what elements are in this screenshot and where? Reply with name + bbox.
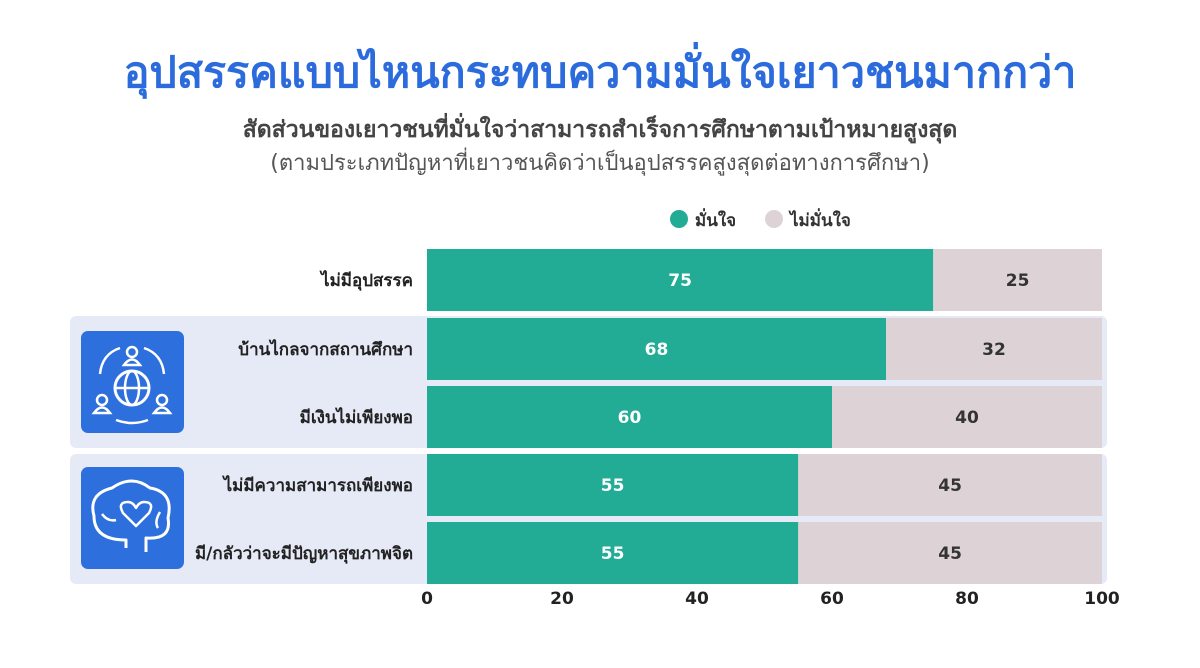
data-label: 40 [955,408,979,428]
x-tick-label: 60 [820,589,844,609]
legend-marker [765,210,783,228]
x-tick-label: 20 [550,589,574,609]
bar-confident [427,318,886,380]
legend-marker [670,210,688,228]
data-label: 75 [668,271,692,291]
bar-confident [427,249,934,311]
bar-confident [427,386,832,448]
bar-not-confident [886,318,1102,380]
chart-title: อุปสรรคแบบไหนกระทบความมั่นใจเยาวชนมากกว่… [123,48,1077,98]
chart-subtitle-note: (ตามประเภทปัญหาที่เยาวชนคิดว่าเป็นอุปสรร… [270,151,930,176]
category-label: มีเงินไม่เพียงพอ [300,407,413,428]
category-label: มี/กลัวว่าจะมีปัญหาสุขภาพจิต [195,543,413,564]
legend-label: ไม่มั่นใจ [788,208,851,231]
bar-not-confident [933,249,1102,311]
x-tick-label: 100 [1084,589,1120,609]
data-label: 45 [938,544,962,564]
bar-not-confident [798,522,1102,584]
bar-confident [427,522,799,584]
x-tick-label: 0 [421,589,433,609]
category-label: ไม่มีอุปสรรค [319,270,413,291]
data-label: 55 [601,544,625,564]
data-label: 32 [982,340,1006,360]
bar-confident [427,454,799,516]
x-tick-label: 40 [685,589,709,609]
data-label: 45 [938,476,962,496]
data-label: 68 [645,340,669,360]
brain-heart-icon [81,467,184,569]
category-label: ไม่มีความสามารถเพียงพอ [222,475,413,496]
x-tick-label: 80 [955,589,979,609]
legend-label: มั่นใจ [695,208,736,231]
data-label: 25 [1006,271,1030,291]
bar-not-confident [832,386,1102,448]
data-label: 60 [618,408,642,428]
bar-not-confident [798,454,1102,516]
globe-people-icon [81,331,184,433]
data-label: 55 [601,476,625,496]
chart-subtitle: สัดส่วนของเยาวชนที่มั่นใจว่าสามารถสำเร็จ… [242,117,958,143]
category-label: บ้านไกลจากสถานศึกษา [238,339,413,360]
